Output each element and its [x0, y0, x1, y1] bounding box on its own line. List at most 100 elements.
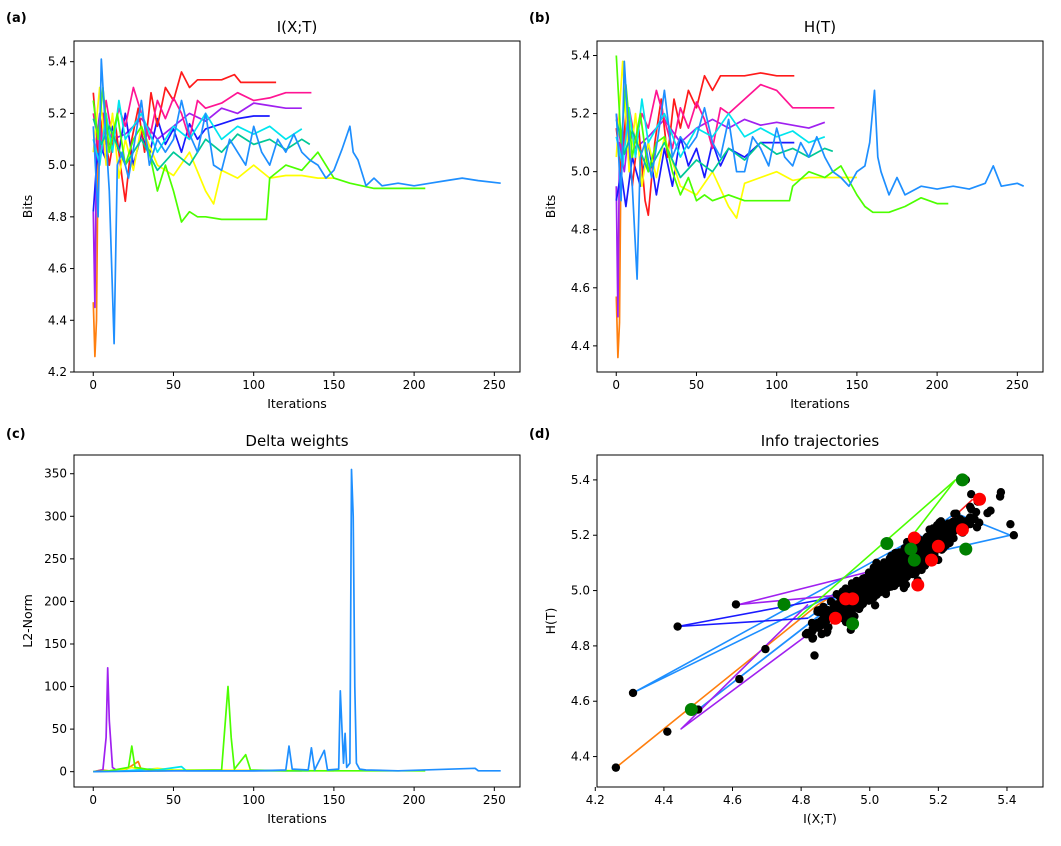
x-tick-label: 250	[483, 793, 506, 807]
black-point	[813, 607, 822, 616]
y-tick-label: 4.6	[571, 694, 590, 708]
x-tick-label: 200	[403, 793, 426, 807]
panel-a: (a) I(X;T) 0 50 100 150 200 250 4.2 4.4 4.6 4.8 5.0 5…	[6, 11, 521, 411]
y-tick-label: 100	[44, 680, 67, 694]
series-line-green	[93, 685, 426, 773]
green-start-marker	[955, 473, 969, 487]
black-point	[872, 589, 881, 598]
series-line-green	[615, 55, 949, 214]
black-point	[803, 630, 812, 639]
x-tick-label: 150	[322, 793, 345, 807]
y-tick-label: 0	[59, 765, 67, 779]
x-tick-label: 4.4	[654, 793, 673, 807]
red-end-marker	[907, 531, 921, 545]
green-start-marker	[904, 542, 918, 556]
axes-frame	[73, 40, 521, 373]
black-point	[1009, 531, 1019, 540]
y-tick-label: 4.4	[571, 339, 590, 353]
black-point	[890, 565, 899, 575]
black-point	[860, 586, 869, 596]
x-tick-label: 250	[1006, 378, 1029, 392]
black-point	[819, 602, 828, 612]
series-line-red	[92, 71, 277, 203]
x-tick-label: 0	[612, 378, 620, 392]
black-point	[810, 651, 819, 660]
data-layer	[93, 468, 501, 773]
black-point	[611, 763, 621, 772]
black-point	[816, 616, 826, 626]
y-tick-label: 350	[44, 467, 67, 481]
y-tick-label: 5.4	[48, 55, 67, 69]
data-layer	[611, 473, 1019, 772]
x-tick-label: 100	[242, 378, 265, 392]
y-tick-label: 5.0	[48, 158, 67, 172]
x-tick-label: 200	[403, 378, 426, 392]
y-tick-label: 4.6	[571, 281, 590, 295]
x-tick-label: 100	[765, 378, 788, 392]
y-tick-label: 5.4	[571, 473, 590, 487]
black-point	[967, 490, 976, 499]
black-point	[870, 601, 880, 610]
x-tick-label: 4.6	[723, 793, 742, 807]
y-tick-label: 5.0	[571, 584, 590, 598]
panel-label: (a)	[6, 11, 27, 26]
black-point	[925, 542, 934, 551]
black-point	[673, 622, 682, 631]
panel-d: (d) Info trajectories 4.2 4.4 4.6 4.8 5.0 5.2 5.…	[529, 427, 1044, 826]
green-start-marker	[907, 553, 921, 567]
y-tick-label: 4.8	[571, 223, 590, 237]
series-line-violet	[615, 118, 826, 318]
red-end-marker	[955, 523, 969, 537]
y-tick-label: 4.4	[48, 313, 67, 327]
y-tick-label: 5.2	[571, 528, 590, 542]
series-line-teal	[615, 119, 834, 179]
black-point	[945, 532, 954, 541]
black-point	[814, 623, 823, 632]
panel-b: (b) H(T) 0 50 100 150 200 250 4.4 4.6 4.8 5.0 5.2 5.4…	[529, 11, 1044, 411]
chart-title: Info trajectories	[761, 432, 880, 450]
series-line-azure	[615, 60, 1025, 280]
black-point	[930, 526, 940, 535]
black-point	[628, 688, 638, 698]
x-tick-label: 200	[926, 378, 949, 392]
y-tick-label: 200	[44, 594, 67, 608]
black-point	[826, 597, 836, 606]
black-point	[952, 509, 961, 518]
black-point	[836, 604, 845, 614]
x-axis-label: Iterations	[267, 396, 327, 411]
y-tick-label: 250	[44, 552, 67, 566]
black-point	[876, 569, 885, 578]
red-end-marker	[828, 611, 842, 625]
x-tick-label: 4.8	[792, 793, 811, 807]
panel-label: (c)	[6, 427, 26, 442]
black-point	[876, 575, 885, 584]
panel-c: (c) Delta weights 0 50 100 150 200 250 0 50 100 150…	[6, 427, 521, 826]
chart-title: H(T)	[804, 18, 836, 36]
y-axis-label: Bits	[20, 195, 35, 218]
x-tick-label: 50	[166, 378, 181, 392]
black-point	[1006, 519, 1015, 529]
red-end-marker	[911, 578, 925, 592]
data-layer	[615, 55, 1025, 359]
x-tick-label: 100	[242, 793, 265, 807]
black-point	[983, 508, 992, 518]
green-start-marker	[777, 597, 791, 611]
green-start-marker	[959, 542, 973, 556]
x-tick-label: 150	[322, 378, 345, 392]
green-start-marker	[846, 617, 860, 631]
green-start-marker	[880, 537, 894, 551]
x-axis-label: I(X;T)	[803, 811, 837, 826]
black-point	[917, 565, 926, 575]
panel-label: (b)	[529, 11, 550, 26]
x-tick-label: 5.2	[929, 793, 948, 807]
axes-frame	[73, 454, 521, 788]
black-point	[885, 554, 894, 563]
black-point	[761, 644, 770, 654]
y-tick-label: 4.4	[571, 750, 590, 764]
series-line-yellow	[615, 60, 857, 219]
x-tick-label: 50	[689, 378, 704, 392]
black-point	[964, 517, 973, 526]
y-tick-label: 50	[52, 722, 67, 736]
y-tick-label: 4.6	[48, 262, 67, 276]
x-axis-label: Iterations	[267, 811, 327, 826]
